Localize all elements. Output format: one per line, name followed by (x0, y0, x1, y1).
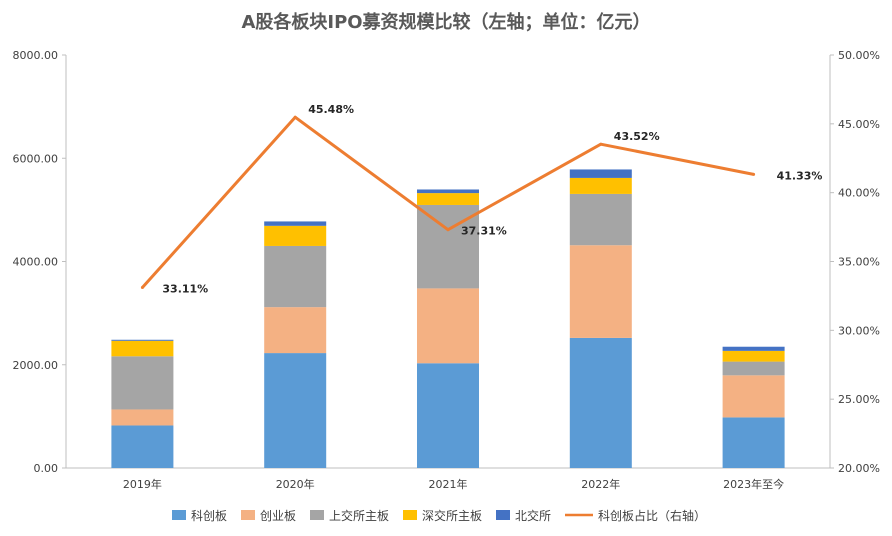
bar-segment (569, 169, 632, 178)
line-series-point (140, 286, 144, 290)
legend-swatch (310, 510, 324, 520)
bar-segment (569, 337, 632, 468)
legend-swatch (496, 510, 510, 520)
bar-segment (264, 221, 327, 226)
line-data-label: 33.11% (162, 283, 208, 296)
bar-segment (264, 353, 327, 468)
bar-segment (264, 225, 327, 246)
left-axis-tick-label: 6000.00 (13, 152, 59, 165)
bar-segment (569, 193, 632, 246)
bar-segment (722, 417, 785, 468)
legend-swatch (172, 510, 186, 520)
bar-segment (111, 356, 174, 410)
right-axis-tick-label: 25.00% (838, 393, 880, 406)
bar-segment (111, 339, 174, 341)
bar-segment (569, 177, 632, 194)
bar-segment (264, 245, 327, 308)
bar-segment (722, 361, 785, 376)
bar-segment (722, 350, 785, 362)
x-axis-category-label: 2021年 (429, 477, 468, 491)
bar-segment (722, 346, 785, 351)
line-series-point (599, 142, 603, 146)
bar-segment (417, 189, 479, 194)
right-axis-tick-label: 40.00% (838, 187, 880, 200)
bar-segment (417, 363, 479, 468)
line-series-point (446, 228, 450, 232)
line-series-point (293, 115, 297, 119)
legend-label: 上交所主板 (329, 508, 389, 523)
bar-segment (569, 245, 632, 338)
legend-label: 科创板占比（右轴） (598, 508, 706, 523)
line-data-label: 43.52% (614, 130, 660, 143)
x-axis-category-label: 2023年至今 (723, 477, 784, 491)
left-axis-tick-label: 8000.00 (13, 49, 59, 62)
legend-swatch (241, 510, 255, 520)
legend-label: 创业板 (260, 509, 296, 523)
legend-label: 科创板 (191, 509, 227, 523)
line-series-point (752, 172, 756, 176)
right-axis-tick-label: 50.00% (838, 49, 880, 62)
line-data-label: 45.48% (308, 103, 354, 116)
right-axis-tick-label: 20.00% (838, 462, 880, 475)
legend-swatch (403, 510, 417, 520)
bar-segment (417, 193, 479, 205)
line-data-label: 41.33% (777, 169, 823, 182)
chart-title: A股各板块IPO募资规模比较（左轴；单位：亿元） (241, 11, 650, 33)
legend-label: 北交所 (515, 508, 551, 523)
bar-segment (722, 375, 785, 418)
x-axis-category-label: 2019年 (123, 477, 162, 491)
x-axis-category-label: 2022年 (581, 477, 620, 491)
bar-segment (111, 340, 174, 357)
bar-segment (111, 425, 174, 468)
legend-label: 深交所主板 (422, 508, 482, 523)
bar-segment (417, 288, 479, 364)
right-axis-tick-label: 30.00% (838, 324, 880, 337)
right-axis-tick-label: 45.00% (838, 118, 880, 131)
x-axis-category-label: 2020年 (276, 477, 315, 491)
bar-segment (111, 409, 174, 426)
left-axis-tick-label: 2000.00 (13, 359, 59, 372)
bar-segment (264, 307, 327, 354)
left-axis-tick-label: 4000.00 (13, 256, 59, 269)
right-axis-tick-label: 35.00% (838, 256, 880, 269)
line-data-label: 37.31% (461, 225, 507, 238)
left-axis-tick-label: 0.00 (34, 462, 59, 475)
